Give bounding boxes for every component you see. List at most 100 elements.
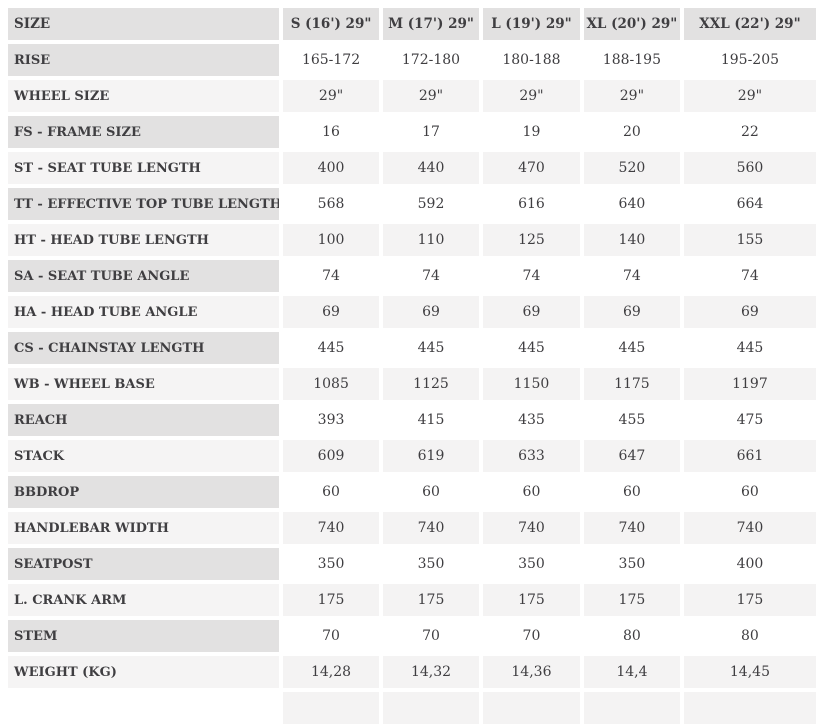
spec-label: HT - HEAD TUBE LENGTH: [8, 224, 280, 256]
size-chart-table: SIZE S (16') 29" M (17') 29" L (19') 29" XL …: [4, 4, 819, 728]
spec-row: WB - WHEEL BASE 1085 1125 1150 1175 1197: [8, 368, 819, 400]
spec-value: 69: [382, 296, 480, 328]
spec-label: STEM: [8, 620, 280, 652]
spec-row: FS - FRAME SIZE 16 17 19 20 22: [8, 116, 819, 148]
spec-value: 740: [283, 512, 379, 544]
spec-value: 70: [382, 620, 480, 652]
spec-value: 661: [684, 440, 816, 472]
spec-value: 69: [684, 296, 816, 328]
spec-value: 175: [283, 584, 379, 616]
partial-value-cell: [283, 692, 379, 724]
header-size-column: XL (20') 29": [583, 8, 681, 40]
spec-value: 17: [382, 116, 480, 148]
spec-value: 445: [483, 332, 580, 364]
spec-row: STEM 70 70 70 80 80: [8, 620, 819, 652]
spec-value: 475: [684, 404, 816, 436]
spec-value: 60: [684, 476, 816, 508]
spec-value: 180-188: [483, 44, 580, 76]
spec-value: 415: [382, 404, 480, 436]
partial-value-cell: [483, 692, 580, 724]
spec-label: HANDLEBAR WIDTH: [8, 512, 280, 544]
header-row: SIZE S (16') 29" M (17') 29" L (19') 29" XL …: [8, 8, 819, 40]
spec-value: 435: [483, 404, 580, 436]
size-chart-body: SIZE S (16') 29" M (17') 29" L (19') 29" XL …: [8, 8, 819, 724]
spec-value: 400: [283, 152, 379, 184]
spec-value: 188-195: [583, 44, 681, 76]
spec-value: 195-205: [684, 44, 816, 76]
spec-value: 445: [382, 332, 480, 364]
spec-value: 29": [684, 80, 816, 112]
spec-value: 647: [583, 440, 681, 472]
spec-row: SA - SEAT TUBE ANGLE 74 74 74 74 74: [8, 260, 819, 292]
spec-value: 175: [382, 584, 480, 616]
spec-row: REACH 393 415 435 455 475: [8, 404, 819, 436]
spec-row: ST - SEAT TUBE LENGTH 400 440 470 520 560: [8, 152, 819, 184]
spec-row: HANDLEBAR WIDTH 740 740 740 740 740: [8, 512, 819, 544]
spec-row: CS - CHAINSTAY LENGTH 445 445 445 445 445: [8, 332, 819, 364]
spec-value: 445: [283, 332, 379, 364]
spec-row: SEATPOST 350 350 350 350 400: [8, 548, 819, 580]
spec-label: SA - SEAT TUBE ANGLE: [8, 260, 280, 292]
spec-label: STACK: [8, 440, 280, 472]
header-size-column: M (17') 29": [382, 8, 480, 40]
spec-value: 633: [483, 440, 580, 472]
spec-value: 520: [583, 152, 681, 184]
clipped-partial-row: [8, 692, 819, 724]
spec-value: 20: [583, 116, 681, 148]
spec-value: 155: [684, 224, 816, 256]
spec-value: 740: [382, 512, 480, 544]
spec-label: BBDROP: [8, 476, 280, 508]
partial-label-cell: [8, 692, 280, 724]
spec-value: 350: [583, 548, 681, 580]
spec-value: 60: [382, 476, 480, 508]
spec-value: 19: [483, 116, 580, 148]
spec-value: 440: [382, 152, 480, 184]
header-size-column: S (16') 29": [283, 8, 379, 40]
spec-value: 100: [283, 224, 379, 256]
spec-label: WB - WHEEL BASE: [8, 368, 280, 400]
spec-value: 14,4: [583, 656, 681, 688]
spec-value: 393: [283, 404, 379, 436]
spec-value: 69: [483, 296, 580, 328]
spec-value: 350: [283, 548, 379, 580]
spec-row: HA - HEAD TUBE ANGLE 69 69 69 69 69: [8, 296, 819, 328]
spec-value: 74: [684, 260, 816, 292]
spec-value: 14,28: [283, 656, 379, 688]
spec-value: 29": [583, 80, 681, 112]
spec-value: 592: [382, 188, 480, 220]
spec-row: WEIGHT (KG) 14,28 14,32 14,36 14,4 14,45: [8, 656, 819, 688]
spec-row: TT - EFFECTIVE TOP TUBE LENGTH 568 592 616 6…: [8, 188, 819, 220]
spec-value: 445: [684, 332, 816, 364]
spec-value: 69: [583, 296, 681, 328]
spec-value: 175: [684, 584, 816, 616]
spec-value: 1085: [283, 368, 379, 400]
spec-value: 1197: [684, 368, 816, 400]
header-size-cell: SIZE: [8, 8, 280, 40]
spec-label: WEIGHT (KG): [8, 656, 280, 688]
spec-value: 400: [684, 548, 816, 580]
spec-label: CS - CHAINSTAY LENGTH: [8, 332, 280, 364]
spec-value: 165-172: [283, 44, 379, 76]
spec-row: L. CRANK ARM 175 175 175 175 175: [8, 584, 819, 616]
spec-label: SEATPOST: [8, 548, 280, 580]
spec-value: 110: [382, 224, 480, 256]
spec-row: STACK 609 619 633 647 661: [8, 440, 819, 472]
spec-value: 350: [382, 548, 480, 580]
partial-value-cell: [684, 692, 816, 724]
spec-row: BBDROP 60 60 60 60 60: [8, 476, 819, 508]
spec-value: 74: [583, 260, 681, 292]
spec-label: FS - FRAME SIZE: [8, 116, 280, 148]
spec-value: 568: [283, 188, 379, 220]
spec-value: 470: [483, 152, 580, 184]
spec-value: 664: [684, 188, 816, 220]
spec-value: 455: [583, 404, 681, 436]
spec-value: 29": [483, 80, 580, 112]
spec-value: 80: [684, 620, 816, 652]
spec-value: 74: [382, 260, 480, 292]
spec-value: 175: [583, 584, 681, 616]
spec-value: 609: [283, 440, 379, 472]
spec-value: 740: [583, 512, 681, 544]
spec-value: 560: [684, 152, 816, 184]
spec-label: ST - SEAT TUBE LENGTH: [8, 152, 280, 184]
partial-value-cell: [382, 692, 480, 724]
